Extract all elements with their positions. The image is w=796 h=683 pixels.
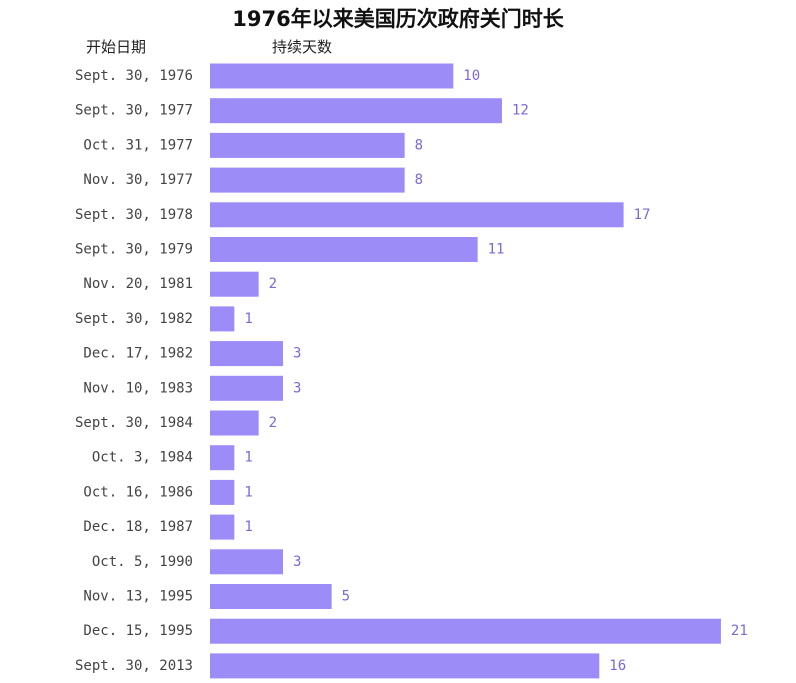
bar-value-label: 10 [463, 68, 480, 84]
category-column-header: 开始日期 [86, 38, 147, 56]
bar [210, 584, 332, 609]
bar [210, 549, 283, 575]
bar-value-label: 3 [293, 380, 301, 396]
category-tick-label: Sept. 30, 1984 [75, 415, 193, 431]
bar [210, 410, 259, 436]
bar-value-label: 5 [342, 589, 350, 605]
bar [210, 618, 721, 644]
bar-value-label: 21 [731, 623, 748, 639]
category-tick-label: Dec. 18, 1987 [83, 519, 193, 535]
category-tick-label: Nov. 13, 1995 [83, 589, 193, 605]
bar [210, 237, 478, 262]
bar [210, 479, 235, 505]
category-tick-label: Nov. 20, 1981 [83, 276, 193, 292]
bar [210, 445, 235, 471]
bar-value-label: 16 [609, 658, 626, 674]
bar [210, 132, 405, 158]
bar-value-label: 2 [269, 415, 277, 431]
category-tick-label: Sept. 30, 1982 [75, 311, 193, 327]
category-tick-label: Nov. 30, 1977 [83, 172, 193, 188]
category-tick-label: Nov. 10, 1983 [83, 380, 193, 396]
category-tick-label: Dec. 15, 1995 [83, 623, 193, 639]
bar [210, 306, 235, 332]
category-tick-label: Sept. 30, 1977 [75, 103, 193, 119]
category-tick-label: Sept. 30, 1979 [75, 242, 193, 258]
bar-value-label: 8 [415, 172, 423, 188]
bar-value-label: 2 [269, 276, 277, 292]
bar-value-label: 1 [244, 519, 252, 535]
bar [210, 202, 624, 228]
category-tick-label: Oct. 16, 1986 [83, 484, 193, 500]
category-tick-label: Oct. 31, 1977 [83, 137, 193, 153]
category-tick-label: Sept. 30, 1978 [75, 207, 193, 223]
bar-value-label: 12 [512, 103, 529, 119]
bar [210, 271, 259, 297]
value-column-header: 持续天数 [272, 38, 333, 56]
bar [210, 375, 283, 401]
category-tick-label: Dec. 17, 1982 [83, 346, 193, 362]
category-tick-label: Sept. 30, 2013 [75, 658, 193, 674]
category-tick-label: Oct. 3, 1984 [92, 450, 193, 466]
bar-value-label: 3 [293, 554, 301, 570]
bar-value-label: 8 [415, 137, 423, 153]
bar-value-label: 11 [488, 242, 505, 258]
bar-value-label: 17 [634, 207, 651, 223]
bar [210, 514, 235, 540]
bar-value-label: 3 [293, 346, 301, 362]
category-tick-label: Sept. 30, 1976 [75, 68, 193, 84]
bar-value-label: 1 [244, 484, 252, 500]
bar-value-label: 1 [244, 311, 252, 327]
bar [210, 341, 283, 367]
bar-value-label: 1 [244, 450, 252, 466]
chart-title: 1976年以来美国历次政府关门时长 [232, 7, 564, 31]
bar [210, 653, 600, 679]
bar [210, 167, 405, 193]
category-tick-label: Oct. 5, 1990 [92, 554, 193, 570]
bar [210, 98, 502, 124]
bar [210, 63, 454, 89]
